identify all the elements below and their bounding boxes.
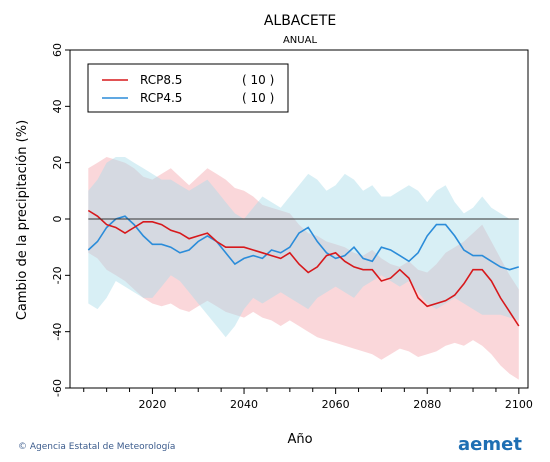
x-tick-label: 2040: [230, 398, 258, 411]
band-rcp45: [88, 157, 519, 338]
footer-credit: © Agencia Estatal de Meteorología: [18, 442, 176, 452]
x-axis-label: Año: [287, 432, 312, 447]
series-lines: [87, 209, 520, 327]
y-tick-label: -40: [51, 323, 64, 341]
y-tick-label: 60: [51, 43, 64, 57]
legend-count: ( 10 ): [242, 73, 274, 87]
x-tick-label: 2100: [505, 398, 533, 411]
aemet-logo: aemet: [458, 434, 522, 455]
x-tick-label: 2080: [413, 398, 441, 411]
series-line-rcp85: [87, 209, 520, 327]
chart-title: ALBACETE: [264, 13, 336, 29]
legend-box: [87, 63, 289, 113]
x-tick-label: 2060: [322, 398, 350, 411]
series-line-rcp45: [87, 215, 520, 271]
x-tick-label: 2020: [138, 398, 166, 411]
y-tick-label: -60: [51, 379, 64, 397]
chart-subtitle: ANUAL: [283, 35, 317, 46]
legend-label: RCP8.5: [140, 73, 182, 87]
y-axis-ticks: -60 -40 -20 0 20 40 60: [51, 43, 70, 397]
y-axis-label: Cambio de la precipitación (%): [15, 120, 30, 320]
y-tick-label: 40: [51, 99, 64, 113]
legend-count: ( 10 ): [242, 91, 274, 105]
legend: RCP8.5 ( 10 ) RCP4.5 ( 10 ): [87, 63, 289, 113]
x-axis-ticks: 2020 2040 2060 2080 2100: [83, 388, 533, 411]
legend-label: RCP4.5: [140, 91, 182, 105]
y-tick-label: 0: [51, 216, 64, 223]
y-tick-label: -20: [51, 266, 64, 284]
y-tick-label: 20: [51, 156, 64, 170]
